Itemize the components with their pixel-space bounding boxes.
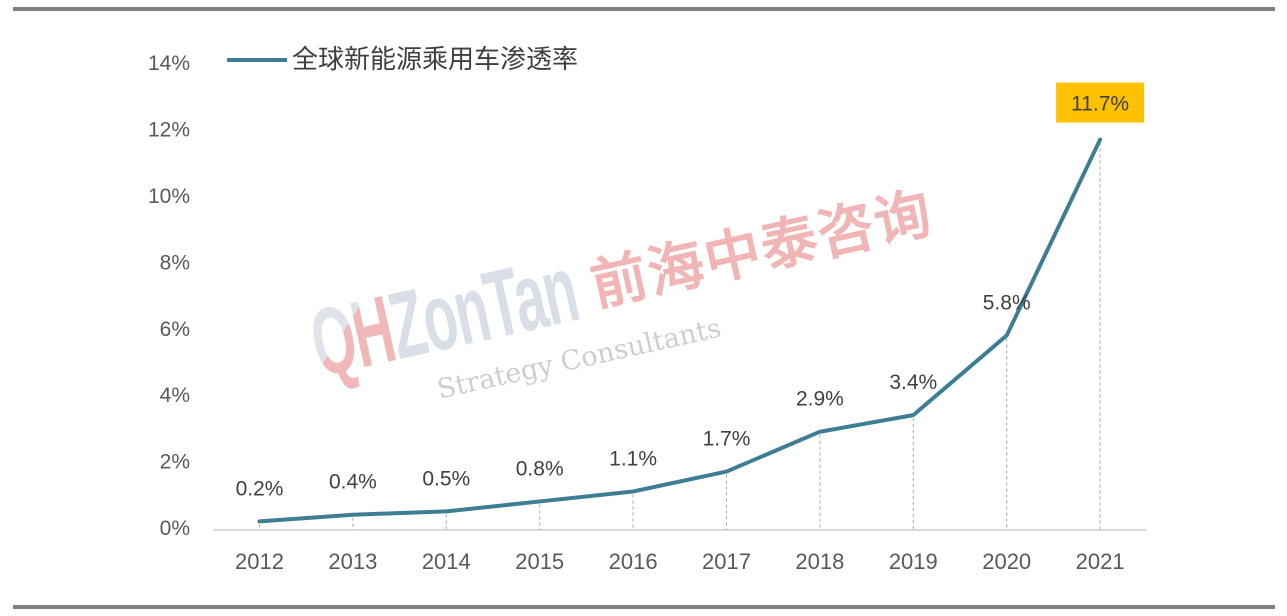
y-tick-label: 0%	[160, 517, 190, 540]
data-label: 0.8%	[516, 457, 564, 480]
x-tick-label: 2013	[328, 549, 377, 574]
x-tick-label: 2018	[795, 549, 844, 574]
series-line	[257, 137, 1103, 524]
data-label: 0.5%	[422, 467, 470, 490]
data-label: 1.1%	[609, 447, 657, 470]
x-tick-label: 2021	[1076, 549, 1125, 574]
legend-label: 全球新能源乘用车渗透率	[292, 45, 579, 75]
y-tick-label: 2%	[160, 451, 190, 474]
data-label: 0.2%	[236, 477, 284, 500]
data-label: 3.4%	[889, 371, 937, 394]
y-tick-label: 10%	[148, 185, 190, 208]
legend-line-swatch	[227, 58, 287, 62]
x-tick-label: 2015	[515, 549, 564, 574]
data-label-highlighted: 11.7%	[1071, 93, 1129, 116]
data-label: 1.7%	[703, 428, 751, 451]
y-tick-label: 4%	[160, 384, 190, 407]
y-tick-label: 14%	[148, 52, 190, 75]
data-label: 5.8%	[983, 291, 1031, 314]
x-tick-label: 2020	[982, 549, 1031, 574]
x-tick-label: 2012	[235, 549, 284, 574]
highlight-box	[1056, 82, 1145, 123]
bottom-border-line	[13, 605, 1275, 609]
y-tick-label: 12%	[148, 119, 190, 142]
data-label: 2.9%	[796, 388, 844, 411]
y-tick-label: 8%	[160, 251, 190, 274]
x-tick-label: 2016	[609, 549, 658, 574]
legend: 全球新能源乘用车渗透率	[227, 47, 578, 73]
data-label: 0.4%	[329, 471, 377, 494]
x-tick-label: 2014	[422, 549, 471, 574]
top-border-line	[13, 7, 1275, 11]
y-tick-label: 6%	[160, 318, 190, 341]
x-tick-label: 2019	[889, 549, 938, 574]
x-tick-label: 2017	[702, 549, 751, 574]
